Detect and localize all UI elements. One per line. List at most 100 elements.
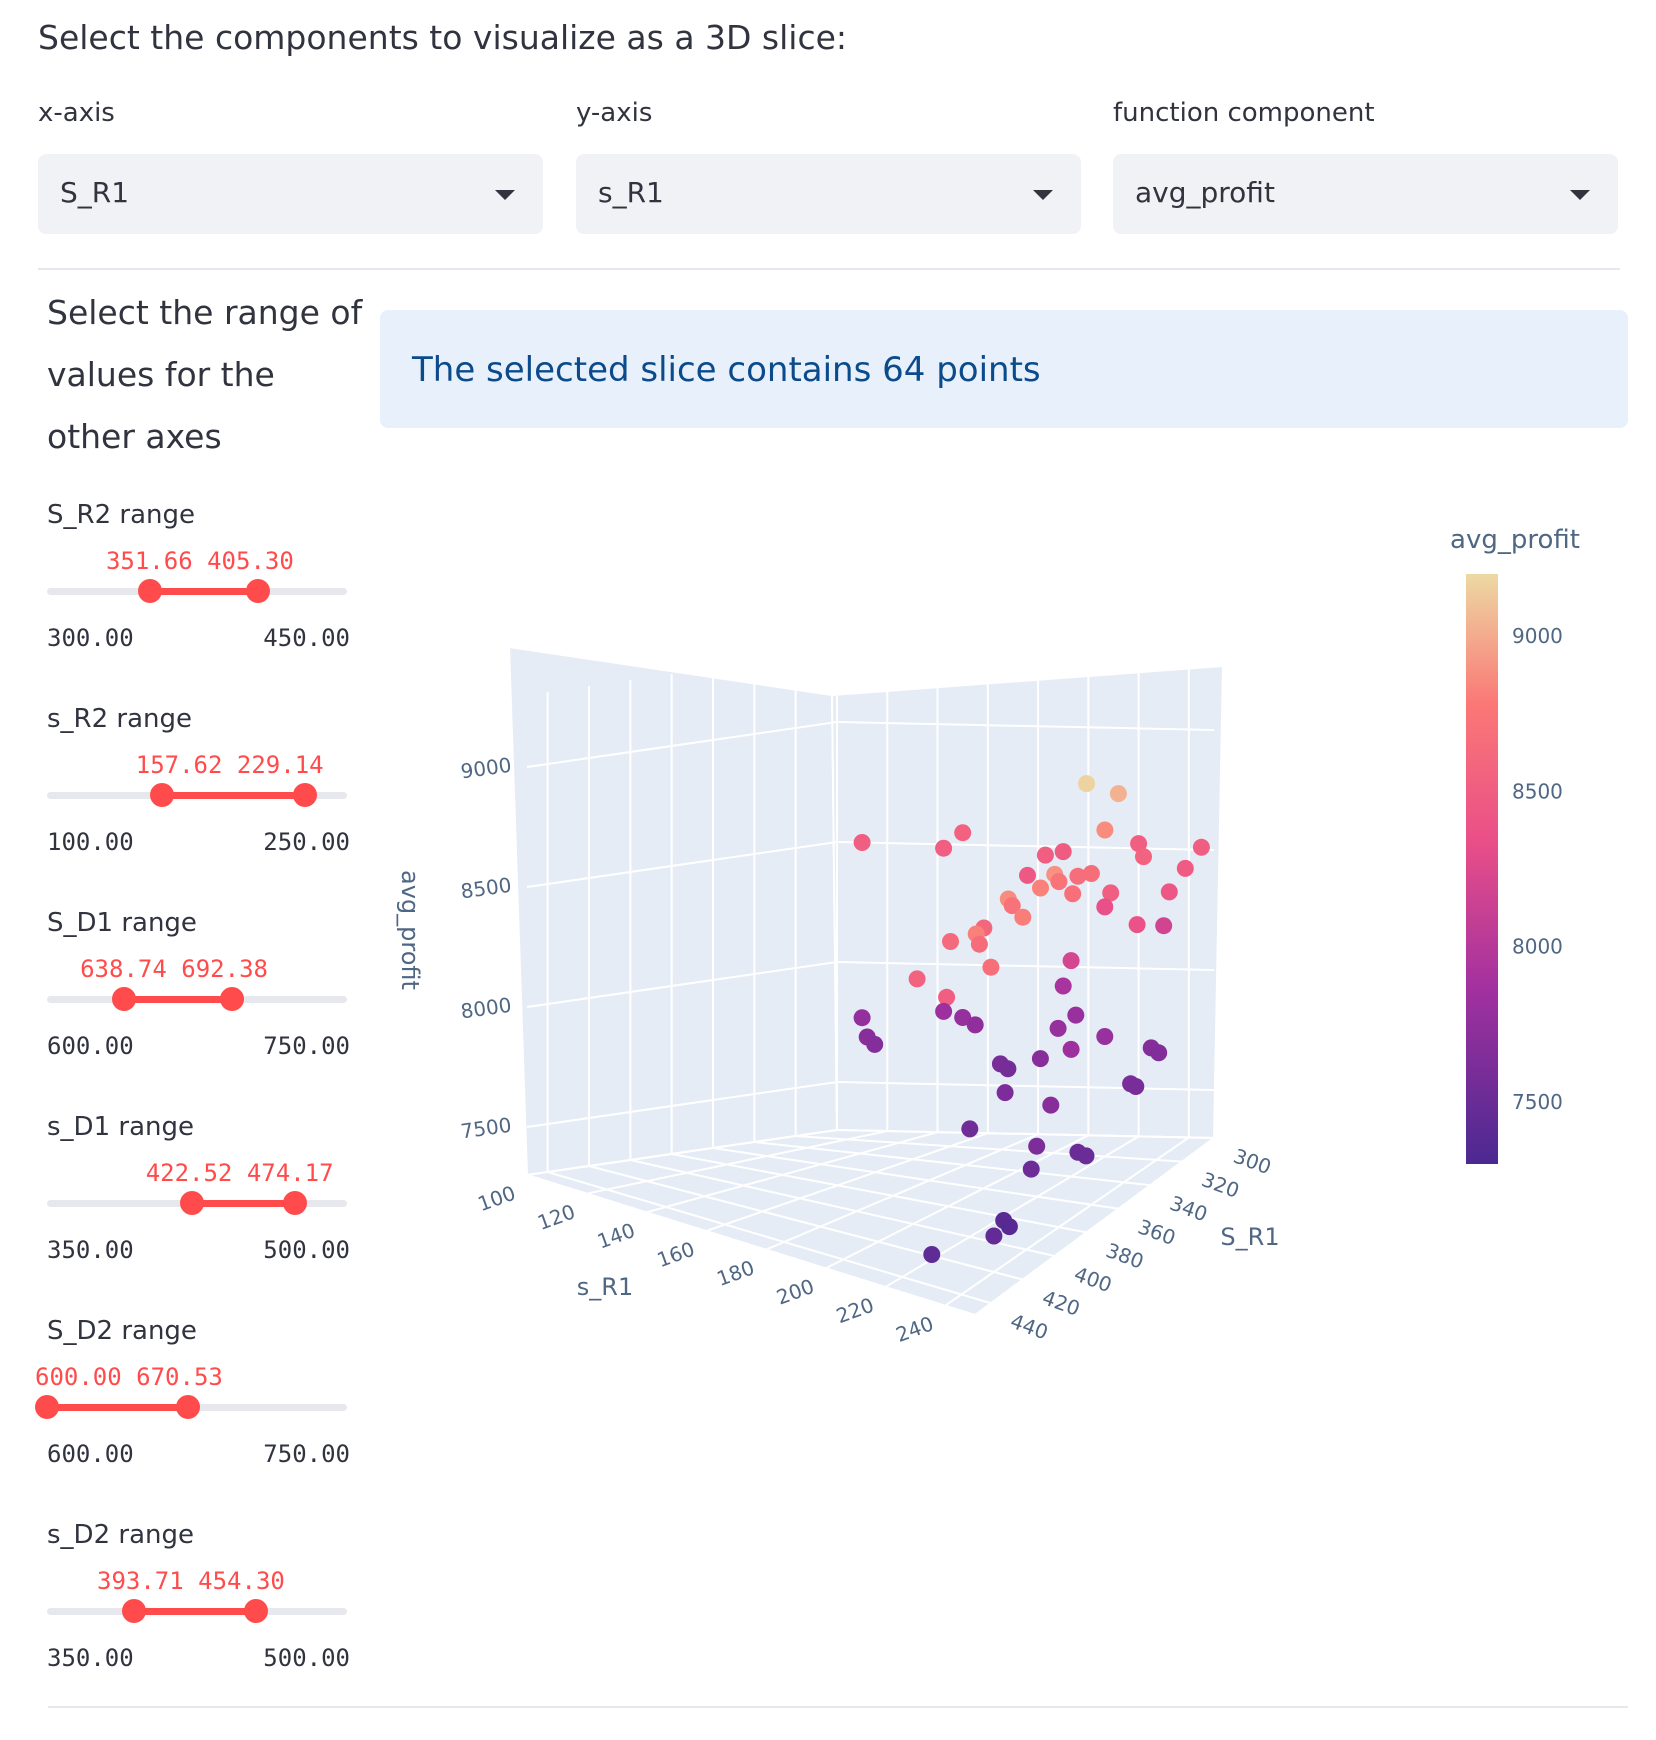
data-point[interactable]: [1003, 897, 1021, 915]
gridline: [836, 1129, 1215, 1139]
data-point[interactable]: [1160, 883, 1178, 901]
data-point[interactable]: [1078, 775, 1095, 793]
tick-label: 300: [1230, 1144, 1274, 1180]
slider-low-handle[interactable]: [122, 1599, 147, 1623]
slider-high-handle[interactable]: [176, 1395, 201, 1419]
data-point[interactable]: [853, 834, 871, 851]
data-point[interactable]: [1135, 848, 1152, 866]
slider-low-value: 422.52: [145, 1159, 233, 1187]
chevron-down-icon[interactable]: [1570, 190, 1590, 200]
data-point[interactable]: [1077, 1147, 1095, 1165]
data-point[interactable]: [1000, 1218, 1018, 1236]
x-axis-label: x-axis: [38, 98, 115, 128]
data-point[interactable]: [866, 1035, 884, 1053]
tick-label: 380: [1103, 1238, 1147, 1274]
data-point[interactable]: [935, 839, 953, 857]
data-point[interactable]: [1062, 1040, 1080, 1058]
data-point[interactable]: [1064, 885, 1082, 903]
slider-high-handle[interactable]: [219, 987, 244, 1011]
x-axis-select[interactable]: S_R1: [38, 154, 543, 234]
data-point[interactable]: [954, 824, 972, 842]
data-point[interactable]: [938, 988, 956, 1006]
range-slider[interactable]: S_R2 range 351.66 405.30 300.00 450.00: [35, 500, 355, 700]
data-point[interactable]: [1155, 917, 1173, 935]
slider-high-handle[interactable]: [293, 783, 318, 807]
chevron-down-icon[interactable]: [495, 190, 515, 200]
slider-low-handle[interactable]: [112, 987, 137, 1011]
data-point[interactable]: [1062, 952, 1080, 970]
slider-high-handle[interactable]: [283, 1191, 308, 1215]
data-point[interactable]: [1028, 1137, 1046, 1155]
slider-min: 300.00: [47, 624, 134, 652]
colorbar-ticks: 7500 8000 8500 9000: [1512, 624, 1563, 1114]
data-point[interactable]: [1176, 859, 1194, 877]
data-point[interactable]: [966, 1016, 984, 1034]
data-point[interactable]: [1096, 821, 1114, 839]
data-point[interactable]: [1150, 1044, 1168, 1062]
colorbar-tick-label: 7500: [1512, 1090, 1563, 1114]
data-point[interactable]: [954, 1009, 972, 1026]
data-point[interactable]: [1042, 1096, 1060, 1114]
range-slider[interactable]: S_D1 range 638.74 692.38 600.00 750.00: [35, 908, 355, 1108]
slider-low-value: 638.74: [80, 955, 167, 983]
slider-high-handle[interactable]: [243, 1599, 268, 1623]
slider-fill: [150, 588, 258, 595]
data-point[interactable]: [982, 958, 1000, 976]
slider-high-handle[interactable]: [245, 579, 270, 603]
data-point[interactable]: [1128, 916, 1146, 934]
data-point[interactable]: [853, 1009, 871, 1027]
data-point[interactable]: [985, 1227, 1003, 1245]
data-point[interactable]: [1130, 835, 1148, 853]
slider-low-handle[interactable]: [35, 1395, 59, 1419]
data-point[interactable]: [1032, 879, 1049, 897]
tick-label: 340: [1167, 1191, 1211, 1227]
range-slider[interactable]: S_D2 range 600.00 670.53 600.00 750.00: [35, 1316, 355, 1516]
data-point[interactable]: [1054, 843, 1072, 861]
data-point[interactable]: [1096, 898, 1114, 916]
x-axis-select-value: S_R1: [60, 176, 130, 209]
data-point[interactable]: [1109, 785, 1127, 803]
tick-label: 240: [893, 1311, 937, 1347]
gridline: [795, 1135, 1183, 1163]
data-point[interactable]: [1192, 838, 1210, 856]
data-point[interactable]: [1022, 1160, 1040, 1178]
function-component-select[interactable]: avg_profit: [1113, 154, 1618, 234]
data-point[interactable]: [1014, 908, 1032, 926]
data-point[interactable]: [1050, 873, 1068, 891]
data-point[interactable]: [1082, 865, 1100, 882]
data-point[interactable]: [1049, 1019, 1067, 1037]
data-point[interactable]: [1067, 1006, 1085, 1024]
data-point[interactable]: [1127, 1078, 1145, 1095]
gridline: [836, 1081, 1215, 1091]
data-point[interactable]: [923, 1246, 941, 1263]
range-slider[interactable]: s_D1 range 422.52 474.17 350.00 500.00: [35, 1112, 355, 1312]
slider-values: 600.00 670.53: [35, 1363, 223, 1391]
data-point[interactable]: [935, 1002, 953, 1020]
data-point[interactable]: [961, 1120, 979, 1138]
data-point[interactable]: [1069, 867, 1087, 885]
data-point[interactable]: [996, 1084, 1014, 1102]
data-point[interactable]: [1031, 1050, 1049, 1068]
slider-low-handle[interactable]: [138, 579, 163, 603]
range-slider[interactable]: s_R2 range 157.62 229.14 100.00 250.00: [35, 704, 355, 904]
data-point[interactable]: [999, 1060, 1017, 1078]
y-axis-select[interactable]: s_R1: [576, 154, 1081, 234]
colorbar-tick-label: 8000: [1512, 935, 1563, 959]
data-point[interactable]: [908, 970, 926, 988]
slider-low-handle[interactable]: [150, 783, 175, 807]
data-point[interactable]: [1019, 866, 1036, 884]
data-point[interactable]: [942, 933, 959, 950]
data-point[interactable]: [1036, 846, 1054, 864]
data-point[interactable]: [1102, 884, 1120, 902]
slider-min: 350.00: [47, 1236, 134, 1264]
slider-min: 100.00: [47, 828, 134, 856]
range-slider[interactable]: s_D2 range 393.71 454.30 350.00 500.00: [35, 1520, 355, 1720]
data-point[interactable]: [1054, 977, 1072, 995]
slider-max: 250.00: [263, 828, 350, 856]
chevron-down-icon[interactable]: [1033, 190, 1053, 200]
slider-high-value: 670.53: [136, 1363, 223, 1391]
data-point[interactable]: [1096, 1028, 1114, 1045]
data-point[interactable]: [970, 935, 988, 953]
slider-low-handle[interactable]: [180, 1191, 205, 1215]
